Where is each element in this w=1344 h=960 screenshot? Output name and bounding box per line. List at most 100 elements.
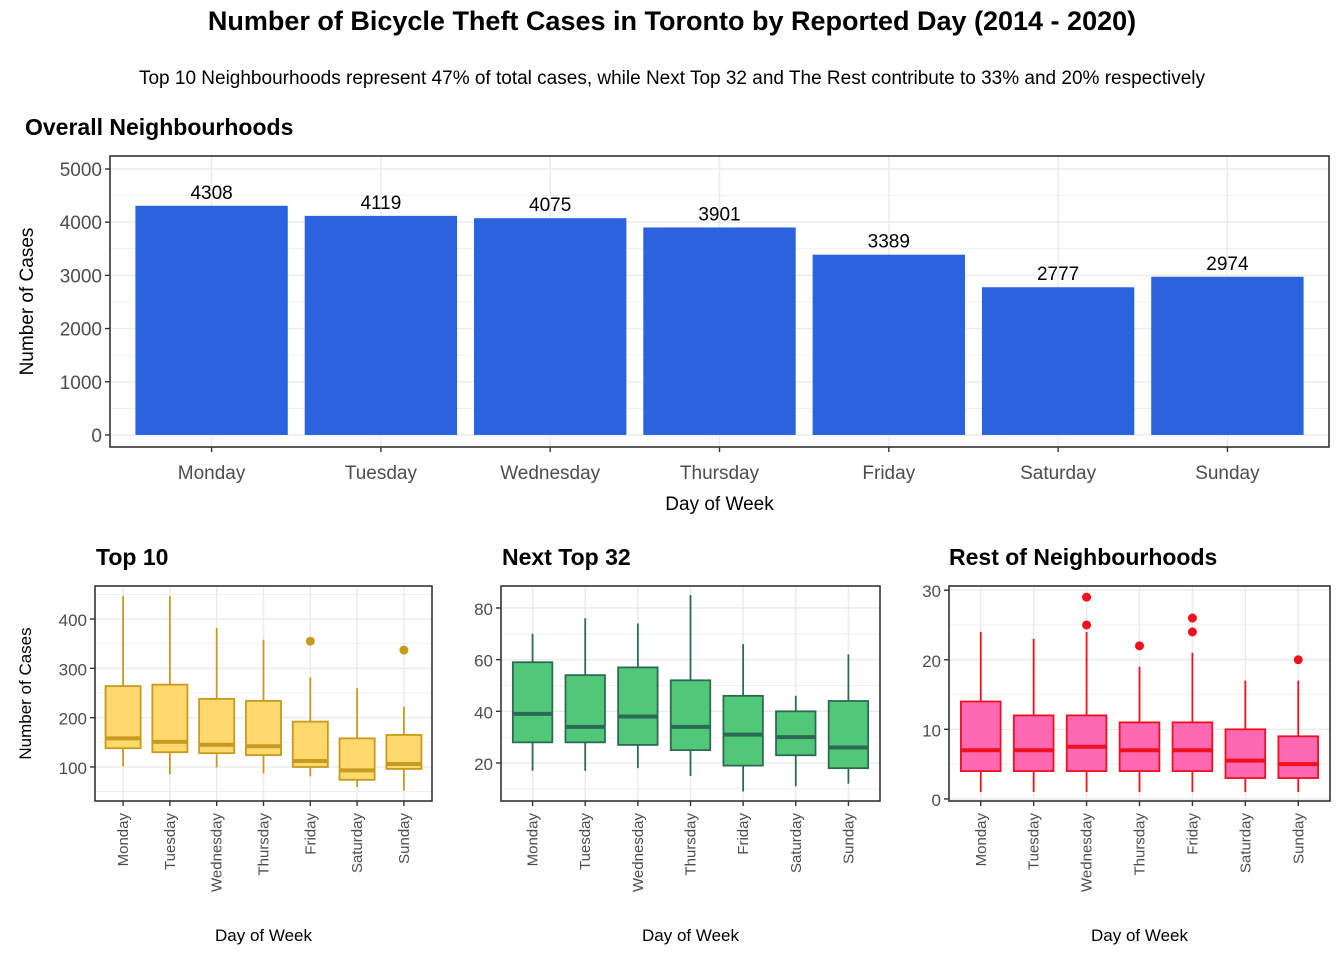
y-tick-label: 30 bbox=[922, 582, 941, 601]
x-tick-label-sunday: Sunday bbox=[1290, 813, 1307, 864]
box-thursday bbox=[245, 639, 282, 774]
y-tick-label: 40 bbox=[474, 703, 493, 722]
x-axis-label: Day of Week bbox=[665, 494, 774, 515]
box-tuesday bbox=[151, 596, 189, 775]
iqr-box bbox=[1277, 735, 1319, 779]
panel-title-next32: Next Top 32 bbox=[502, 544, 631, 570]
x-tick-label-wednesday: Wednesday bbox=[500, 463, 600, 484]
panel-title-rest: Rest of Neighbourhoods bbox=[949, 544, 1217, 570]
data-label-tuesday: 4119 bbox=[360, 193, 401, 214]
y-tick-label: 3000 bbox=[60, 266, 102, 287]
x-tick-label-tuesday: Tuesday bbox=[345, 463, 418, 484]
y-tick-label: 400 bbox=[59, 611, 87, 630]
chart-title: Number of Bicycle Theft Cases in Toronto… bbox=[207, 6, 1137, 36]
x-axis-label: Day of Week bbox=[1091, 926, 1189, 945]
x-tick-label-wednesday: Wednesday bbox=[630, 813, 647, 892]
x-tick-label-saturday: Saturday bbox=[1020, 463, 1097, 484]
x-tick-label-thursday: Thursday bbox=[256, 813, 273, 876]
panel-rest: 0 10 20 30 Monday Tuesday Wednesday Thursday Fri… bbox=[922, 544, 1331, 945]
x-axis-label: Day of Week bbox=[215, 926, 313, 945]
x-tick-label-thursday: Thursday bbox=[680, 463, 760, 484]
panel-title-overall: Overall Neighbourhoods bbox=[25, 114, 293, 140]
data-label-wednesday: 4075 bbox=[529, 195, 571, 216]
x-tick-label-monday: Monday bbox=[525, 813, 542, 867]
bar-thursday bbox=[643, 227, 796, 435]
box-wednesday bbox=[198, 627, 236, 768]
iqr-box bbox=[564, 674, 606, 744]
y-tick-label: 20 bbox=[474, 755, 493, 774]
box-sunday bbox=[1277, 655, 1319, 792]
box-saturday bbox=[775, 695, 817, 787]
outlier-point bbox=[1135, 641, 1144, 651]
outlier-point bbox=[399, 645, 409, 655]
box-sunday bbox=[385, 645, 423, 791]
bar-tuesday bbox=[304, 215, 458, 435]
iqr-box bbox=[338, 737, 376, 781]
x-tick-label-sunday: Sunday bbox=[840, 813, 857, 864]
data-label-friday: 3389 bbox=[868, 232, 910, 253]
y-tick-label: 5000 bbox=[60, 160, 102, 181]
outlier-point bbox=[1187, 627, 1197, 637]
y-tick-label: 4000 bbox=[60, 213, 102, 234]
data-label-monday: 4308 bbox=[190, 183, 232, 204]
x-tick-label-wednesday: Wednesday bbox=[1079, 813, 1096, 892]
outlier-point bbox=[1082, 592, 1092, 602]
data-label-sunday: 2974 bbox=[1206, 254, 1249, 275]
y-tick-label: 60 bbox=[474, 652, 493, 671]
y-axis-label: Number of Cases bbox=[16, 627, 35, 759]
x-axis-label: Day of Week bbox=[642, 926, 740, 945]
iqr-box bbox=[775, 710, 817, 757]
y-axis-label: Number of Cases bbox=[17, 228, 38, 376]
data-label-saturday: 2777 bbox=[1037, 264, 1079, 285]
box-sunday bbox=[827, 654, 870, 784]
bar-sunday bbox=[1151, 276, 1304, 435]
x-tick-label-saturday: Saturday bbox=[349, 813, 366, 874]
box-friday bbox=[291, 636, 329, 777]
box-saturday bbox=[338, 688, 376, 788]
y-tick-label: 80 bbox=[474, 600, 493, 619]
iqr-box bbox=[1224, 728, 1267, 779]
x-tick-label-wednesday: Wednesday bbox=[209, 813, 226, 892]
y-tick-label: 1000 bbox=[60, 373, 102, 394]
x-tick-label-monday: Monday bbox=[115, 813, 132, 867]
y-tick-label: 0 bbox=[91, 426, 102, 447]
outlier-point bbox=[1082, 620, 1092, 630]
iqr-box bbox=[1118, 721, 1161, 772]
x-tick-label-tuesday: Tuesday bbox=[1026, 813, 1043, 870]
chart-subtitle: Top 10 Neighbourhoods represent 47% of t… bbox=[138, 68, 1206, 89]
box-thursday bbox=[1118, 641, 1161, 792]
x-tick-label-tuesday: Tuesday bbox=[162, 813, 179, 870]
box-monday bbox=[511, 633, 554, 771]
box-monday bbox=[960, 631, 1002, 792]
data-label-thursday: 3901 bbox=[698, 204, 740, 225]
iqr-box bbox=[827, 700, 870, 770]
iqr-box bbox=[617, 666, 659, 746]
panel-top10: 100 200 300 400 Monday Tuesday Wednesday Thursd… bbox=[16, 544, 433, 945]
outlier-point bbox=[1293, 655, 1303, 665]
iqr-box bbox=[960, 700, 1002, 772]
box-wednesday bbox=[617, 623, 659, 769]
x-tick-label-thursday: Thursday bbox=[683, 813, 700, 876]
box-tuesday bbox=[564, 618, 606, 771]
y-tick-label: 200 bbox=[59, 710, 87, 729]
iqr-box bbox=[669, 679, 712, 751]
x-tick-label-friday: Friday bbox=[1184, 813, 1201, 855]
iqr-box bbox=[1171, 721, 1214, 772]
y-tick-label: 10 bbox=[922, 721, 941, 740]
panel-overall: 4308 4119 4075 3901 3389 2777 2974 0 1000 2000 300… bbox=[17, 114, 1330, 515]
iqr-box bbox=[1012, 714, 1055, 772]
x-tick-label-monday: Monday bbox=[973, 813, 990, 867]
x-tick-label-saturday: Saturday bbox=[1237, 813, 1254, 874]
box-monday bbox=[104, 595, 142, 767]
x-tick-label-monday: Monday bbox=[178, 463, 246, 484]
x-tick-label-tuesday: Tuesday bbox=[577, 813, 594, 870]
panel-title-top10: Top 10 bbox=[96, 544, 168, 570]
x-tick-label-saturday: Saturday bbox=[788, 813, 805, 874]
box-thursday bbox=[669, 595, 712, 776]
bar-monday bbox=[135, 205, 288, 435]
y-tick-label: 100 bbox=[59, 759, 87, 778]
x-tick-label-sunday: Sunday bbox=[396, 813, 413, 864]
iqr-box bbox=[511, 661, 554, 744]
y-tick-label: 300 bbox=[59, 660, 87, 679]
